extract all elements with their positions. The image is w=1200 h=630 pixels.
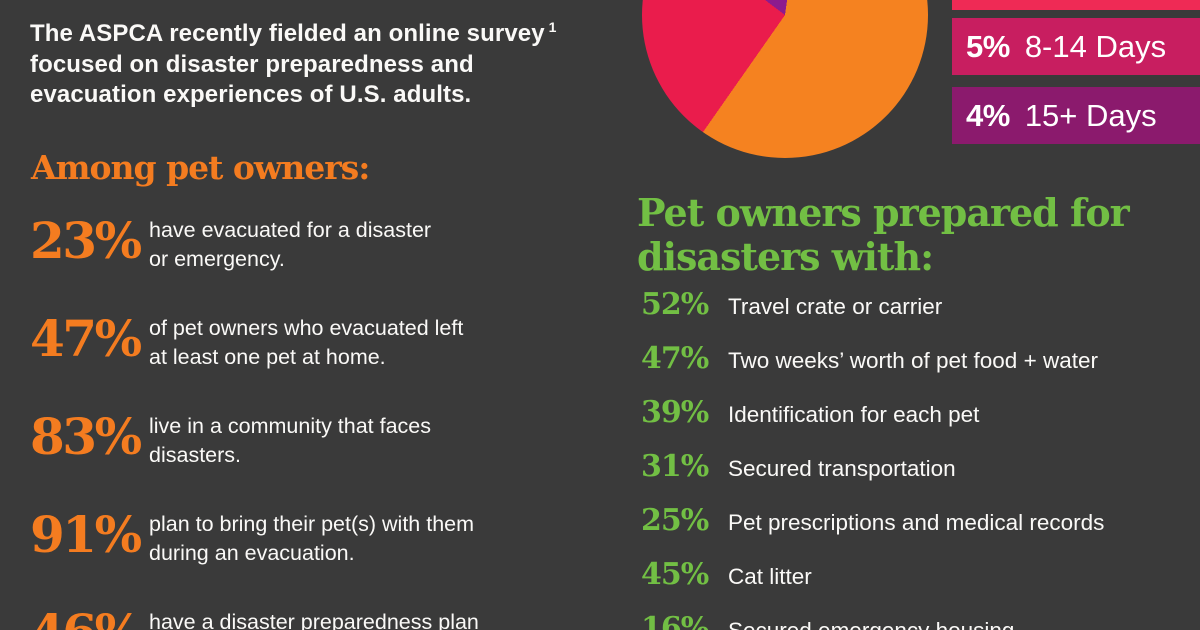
stat-row: 39% Identification for each pet — [641, 398, 1104, 428]
stat-label: Travel crate or carrier — [728, 294, 943, 319]
stat-description-line: have evacuated for a disaster — [149, 218, 432, 242]
stat-description-line: or emergency. — [149, 247, 285, 272]
legend-item-8-14-days: 5% 8-14 Days — [952, 18, 1200, 75]
stat-description: live in a community that faces disasters… — [149, 412, 431, 471]
stat-description: have evacuated for a disaster or emergen… — [149, 216, 431, 275]
stat-description-line: plan to bring their pet(s) with them — [149, 512, 475, 536]
stat-description-line: disasters. — [149, 443, 242, 468]
stat-description-line: live in a community that faces — [149, 414, 432, 438]
stat-description: of pet owners who evacuated left at leas… — [149, 314, 463, 373]
stat-row: 45% Cat litter — [641, 560, 1104, 590]
legend-label: 15+ Days — [1024, 98, 1157, 133]
stat-row: 83% live in a community that faces disas… — [30, 412, 479, 471]
stat-description-line: during an evacuation. — [149, 541, 355, 566]
intro-line-text: The ASPCA recently fielded an online sur… — [30, 20, 545, 47]
legend-item-clipped — [952, 0, 1200, 10]
stat-label: Identification for each pet — [728, 402, 980, 427]
left-section-heading: Among pet owners: — [31, 148, 370, 187]
stat-row: 91% plan to bring their pet(s) with them… — [30, 510, 479, 569]
stat-description: have a disaster preparedness plan — [149, 608, 479, 630]
stat-label: Two weeks’ worth of pet food + water — [728, 348, 1098, 373]
pet-owner-stats-list: 23% have evacuated for a disaster or eme… — [30, 216, 479, 630]
stat-row: 52% Travel crate or carrier — [641, 290, 1104, 320]
stat-row: 46% have a disaster preparedness plan — [30, 608, 479, 630]
intro-line: The ASPCA recently fielded an online sur… — [30, 19, 557, 50]
legend-label: 8-14 Days — [1024, 29, 1167, 64]
intro-line: evacuation experiences of U.S. adults. — [30, 81, 472, 108]
stat-row: 16% Secured emergency housing — [641, 614, 1104, 630]
stat-description-line: at least one pet at home. — [149, 345, 386, 370]
legend-item-15-plus-days: 4% 15+ Days — [952, 87, 1200, 144]
stat-value: 83% — [30, 407, 142, 466]
stat-value: 52% — [641, 287, 709, 322]
stat-row: 23% have evacuated for a disaster or eme… — [30, 216, 479, 275]
pie-chart — [642, 0, 928, 158]
legend-percent: 5% — [966, 29, 1010, 64]
stat-value: 23% — [30, 211, 142, 270]
intro-paragraph: The ASPCA recently fielded an online sur… — [30, 19, 557, 111]
stat-description-line: have a disaster preparedness plan — [149, 610, 479, 630]
stat-description-line: of pet owners who evacuated left — [149, 316, 464, 340]
stat-value: 45% — [641, 557, 709, 592]
stat-description: plan to bring their pet(s) with them dur… — [149, 510, 474, 569]
stat-label: Cat litter — [728, 564, 812, 589]
stat-value: 46% — [30, 608, 149, 630]
preparedness-stats-list: 52% Travel crate or carrier 47% Two week… — [641, 290, 1104, 630]
stat-value: 47% — [641, 341, 709, 376]
stat-value: 31% — [641, 449, 709, 484]
intro-line: focused on disaster preparedness and — [30, 50, 474, 78]
stat-label: Pet prescriptions and medical records — [728, 510, 1105, 535]
stat-value: 91% — [30, 505, 142, 564]
stat-row: 25% Pet prescriptions and medical record… — [641, 506, 1104, 536]
stat-value: 16% — [641, 611, 709, 630]
stat-row: 31% Secured transportation — [641, 452, 1104, 482]
stat-value: 47% — [30, 309, 142, 368]
right-heading-line: Pet owners prepared for — [637, 190, 1130, 235]
footnote-marker: 1 — [548, 19, 557, 35]
legend-percent: 4% — [966, 98, 1010, 133]
stat-row: 47% of pet owners who evacuated left at … — [30, 314, 479, 373]
right-heading-line: disasters with: — [637, 234, 934, 279]
stat-label: Secured emergency housing — [728, 618, 1014, 630]
right-section-heading: Pet owners prepared for disasters with: — [637, 190, 1130, 279]
stat-row: 47% Two weeks’ worth of pet food + water — [641, 344, 1104, 374]
stat-value: 25% — [641, 503, 709, 538]
stat-label: Secured transportation — [728, 456, 956, 481]
stat-value: 39% — [641, 395, 709, 430]
